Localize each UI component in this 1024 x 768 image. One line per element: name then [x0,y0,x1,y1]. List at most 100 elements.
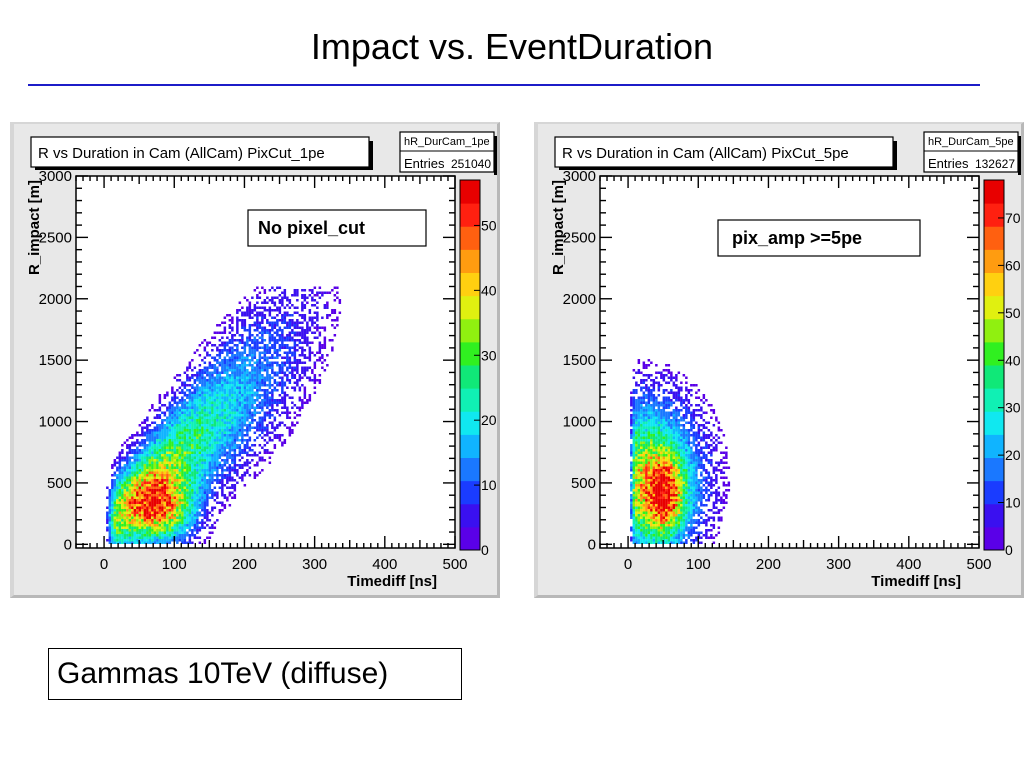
x-tick-label: 0 [624,556,632,573]
color-scale-step [984,180,1004,204]
color-scale-step [984,388,1004,412]
color-scale-step [984,272,1004,297]
color-scale-step [460,180,480,204]
x-tick-label: 500 [442,556,467,573]
color-scale-step [984,341,1004,366]
annotation-label: No pixel_cut [247,209,427,247]
x-tick-label: 200 [756,556,781,573]
histogram-title: R vs Duration in Cam (AllCam) PixCut_1pe [30,136,373,170]
y-tick-label: 2500 [39,229,72,246]
color-scale-label: 30 [1005,400,1021,416]
color-scale-step [460,318,480,343]
x-axis-label: Timediff [ns] [871,573,961,590]
x-tick-label: 0 [100,556,108,573]
color-scale-label: 50 [1005,305,1021,321]
color-scale-label: 0 [481,542,489,558]
y-tick-label: 3000 [563,168,596,185]
color-scale-step [460,365,480,389]
color-scale-step [984,226,1004,250]
y-tick-label: 2000 [563,291,596,308]
x-tick-label: 100 [686,556,711,573]
color-scale-step [460,503,480,528]
y-tick-label: 1500 [563,352,596,369]
stats-name: hR_DurCam_1pe [404,136,490,148]
stats-box: hR_DurCam_1pe Entries 251040 [399,131,497,175]
color-scale-label: 0 [1005,542,1013,558]
x-axis-label: Timediff [ns] [347,573,437,590]
y-tick-label: 0 [64,536,72,553]
caption-box: Gammas 10TeV (diffuse) [48,648,462,700]
color-scale-step [984,295,1004,320]
x-tick-label: 400 [372,556,397,573]
color-scale-step [460,388,480,412]
x-tick-label: 500 [966,556,991,573]
title-divider [28,84,980,86]
y-tick-label: 500 [47,475,72,492]
color-scale-label: 40 [481,282,497,298]
x-tick-label: 400 [896,556,921,573]
y-tick-label: 2500 [563,229,596,246]
color-scale-step [460,272,480,297]
color-scale-step [984,434,1004,458]
color-scale-step [460,480,480,505]
color-scale-step [984,203,1004,227]
color-scale-step [984,249,1004,273]
stats-entries-label: Entries [404,156,445,171]
color-scale-label: 40 [1005,352,1021,368]
y-tick-label: 2000 [39,291,72,308]
color-scale-step [984,503,1004,528]
color-scale-step [984,411,1004,435]
x-axis: 0 100 200 300 400 500 Timediff [ns] [599,176,992,590]
color-scale-step [460,203,480,227]
color-scale-label: 10 [481,477,497,493]
y-tick-label: 0 [588,536,596,553]
x-tick-label: 300 [826,556,851,573]
x-tick-label: 100 [162,556,187,573]
color-scale-label: 70 [1005,210,1021,226]
slide-title: Impact vs. EventDuration [310,26,714,67]
color-scale-step [460,295,480,320]
heatmap-cells [630,359,731,544]
stats-entries-label: Entries [928,156,969,171]
right-histogram-canvas: 0 100 200 300 400 500 Timediff [ns] 0 500 1000 150… [534,122,1024,598]
color-scale-step [984,318,1004,343]
stats-entries-value: 251040 [451,157,491,171]
color-scale: 0 10 20 30 40 50 [459,179,497,558]
histogram-title-text: R vs Duration in Cam (AllCam) PixCut_5pe [562,145,849,162]
color-scale-step [460,341,480,366]
y-tick-label: 1000 [39,414,72,431]
color-scale: 0 10 20 30 40 50 60 70 [983,179,1021,558]
stats-entries-value: 132627 [975,157,1015,171]
y-tick-label: 500 [571,475,596,492]
color-scale-step [984,365,1004,389]
color-scale-label: 20 [481,412,497,428]
y-tick-label: 3000 [39,168,72,185]
y-axis-label: R_impact [m] [26,180,43,275]
color-scale-label: 60 [1005,257,1021,273]
annotation-label: pix_amp >=5pe [717,219,921,257]
histogram-title-text: R vs Duration in Cam (AllCam) PixCut_1pe [38,145,325,162]
annotation-text: pix_amp >=5pe [732,228,862,248]
color-scale-step [460,434,480,458]
color-scale-label: 20 [1005,447,1021,463]
color-scale-step [984,480,1004,505]
x-axis: 0 100 200 300 400 500 Timediff [ns] [75,176,468,590]
color-scale-step [984,526,1004,551]
annotation-text: No pixel_cut [258,218,365,238]
left-histogram-canvas: 0 100 200 300 400 500 Timediff [ns] 0 500 1000 150… [10,122,500,598]
color-scale-step [984,457,1004,482]
stats-name: hR_DurCam_5pe [928,136,1014,148]
y-axis-label: R_impact [m] [550,180,567,275]
color-scale-label: 30 [481,347,497,363]
y-tick-label: 1000 [563,414,596,431]
heatmap-cells [106,286,342,544]
color-scale-step [460,526,480,551]
color-scale-label: 50 [481,217,497,233]
y-tick-label: 1500 [39,352,72,369]
x-tick-label: 300 [302,556,327,573]
color-scale-step [460,249,480,273]
